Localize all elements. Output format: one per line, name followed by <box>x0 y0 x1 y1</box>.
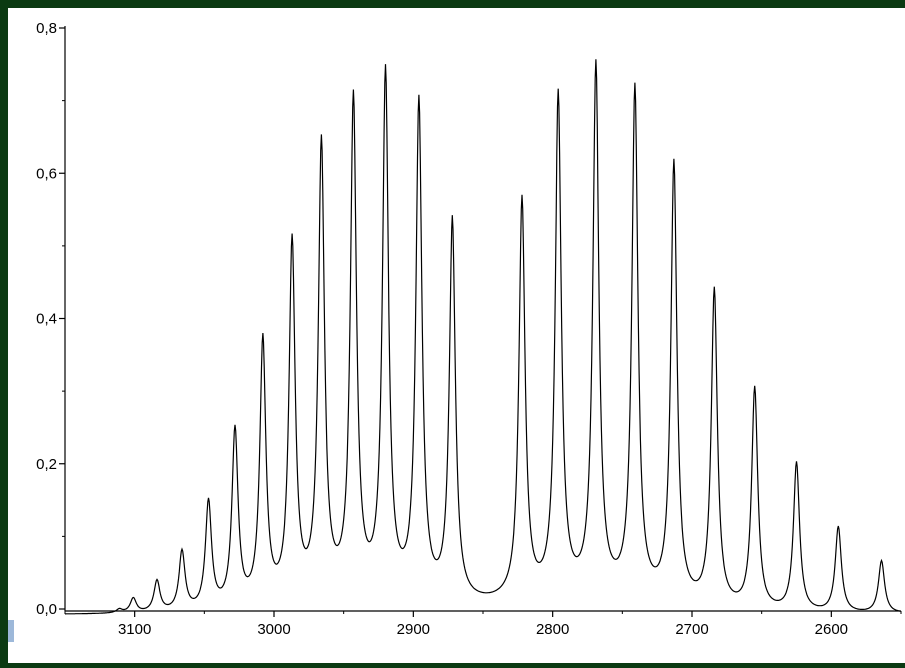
y-tick-label: 0,4 <box>36 311 57 328</box>
y-tick-label: 0,0 <box>36 601 57 618</box>
x-tick-label: 2600 <box>815 621 848 638</box>
x-tick-label: 2800 <box>536 621 569 638</box>
axes <box>64 26 901 612</box>
x-tick-label: 3000 <box>257 621 290 638</box>
x-axis-ticks: 3100 3000 2900 2800 2700 2600 <box>64 611 902 638</box>
x-tick-label: 2700 <box>675 621 708 638</box>
y-tick-label: 0,8 <box>36 20 57 37</box>
spectrum-line <box>65 59 902 615</box>
x-tick-label: 2900 <box>397 621 430 638</box>
chart-frame: 0,0 0,2 0,4 0,6 0,8 3100 3000 2900 2800 2700 2600 <box>8 8 905 663</box>
corner-mark <box>8 620 14 642</box>
y-axis-ticks: 0,0 0,2 0,4 0,6 0,8 <box>36 20 65 618</box>
y-tick-label: 0,2 <box>36 456 57 473</box>
spectrum-chart: 0,0 0,2 0,4 0,6 0,8 3100 3000 2900 2800 2700 2600 <box>36 20 902 638</box>
y-tick-label: 0,6 <box>36 165 57 182</box>
x-tick-label: 3100 <box>118 621 151 638</box>
